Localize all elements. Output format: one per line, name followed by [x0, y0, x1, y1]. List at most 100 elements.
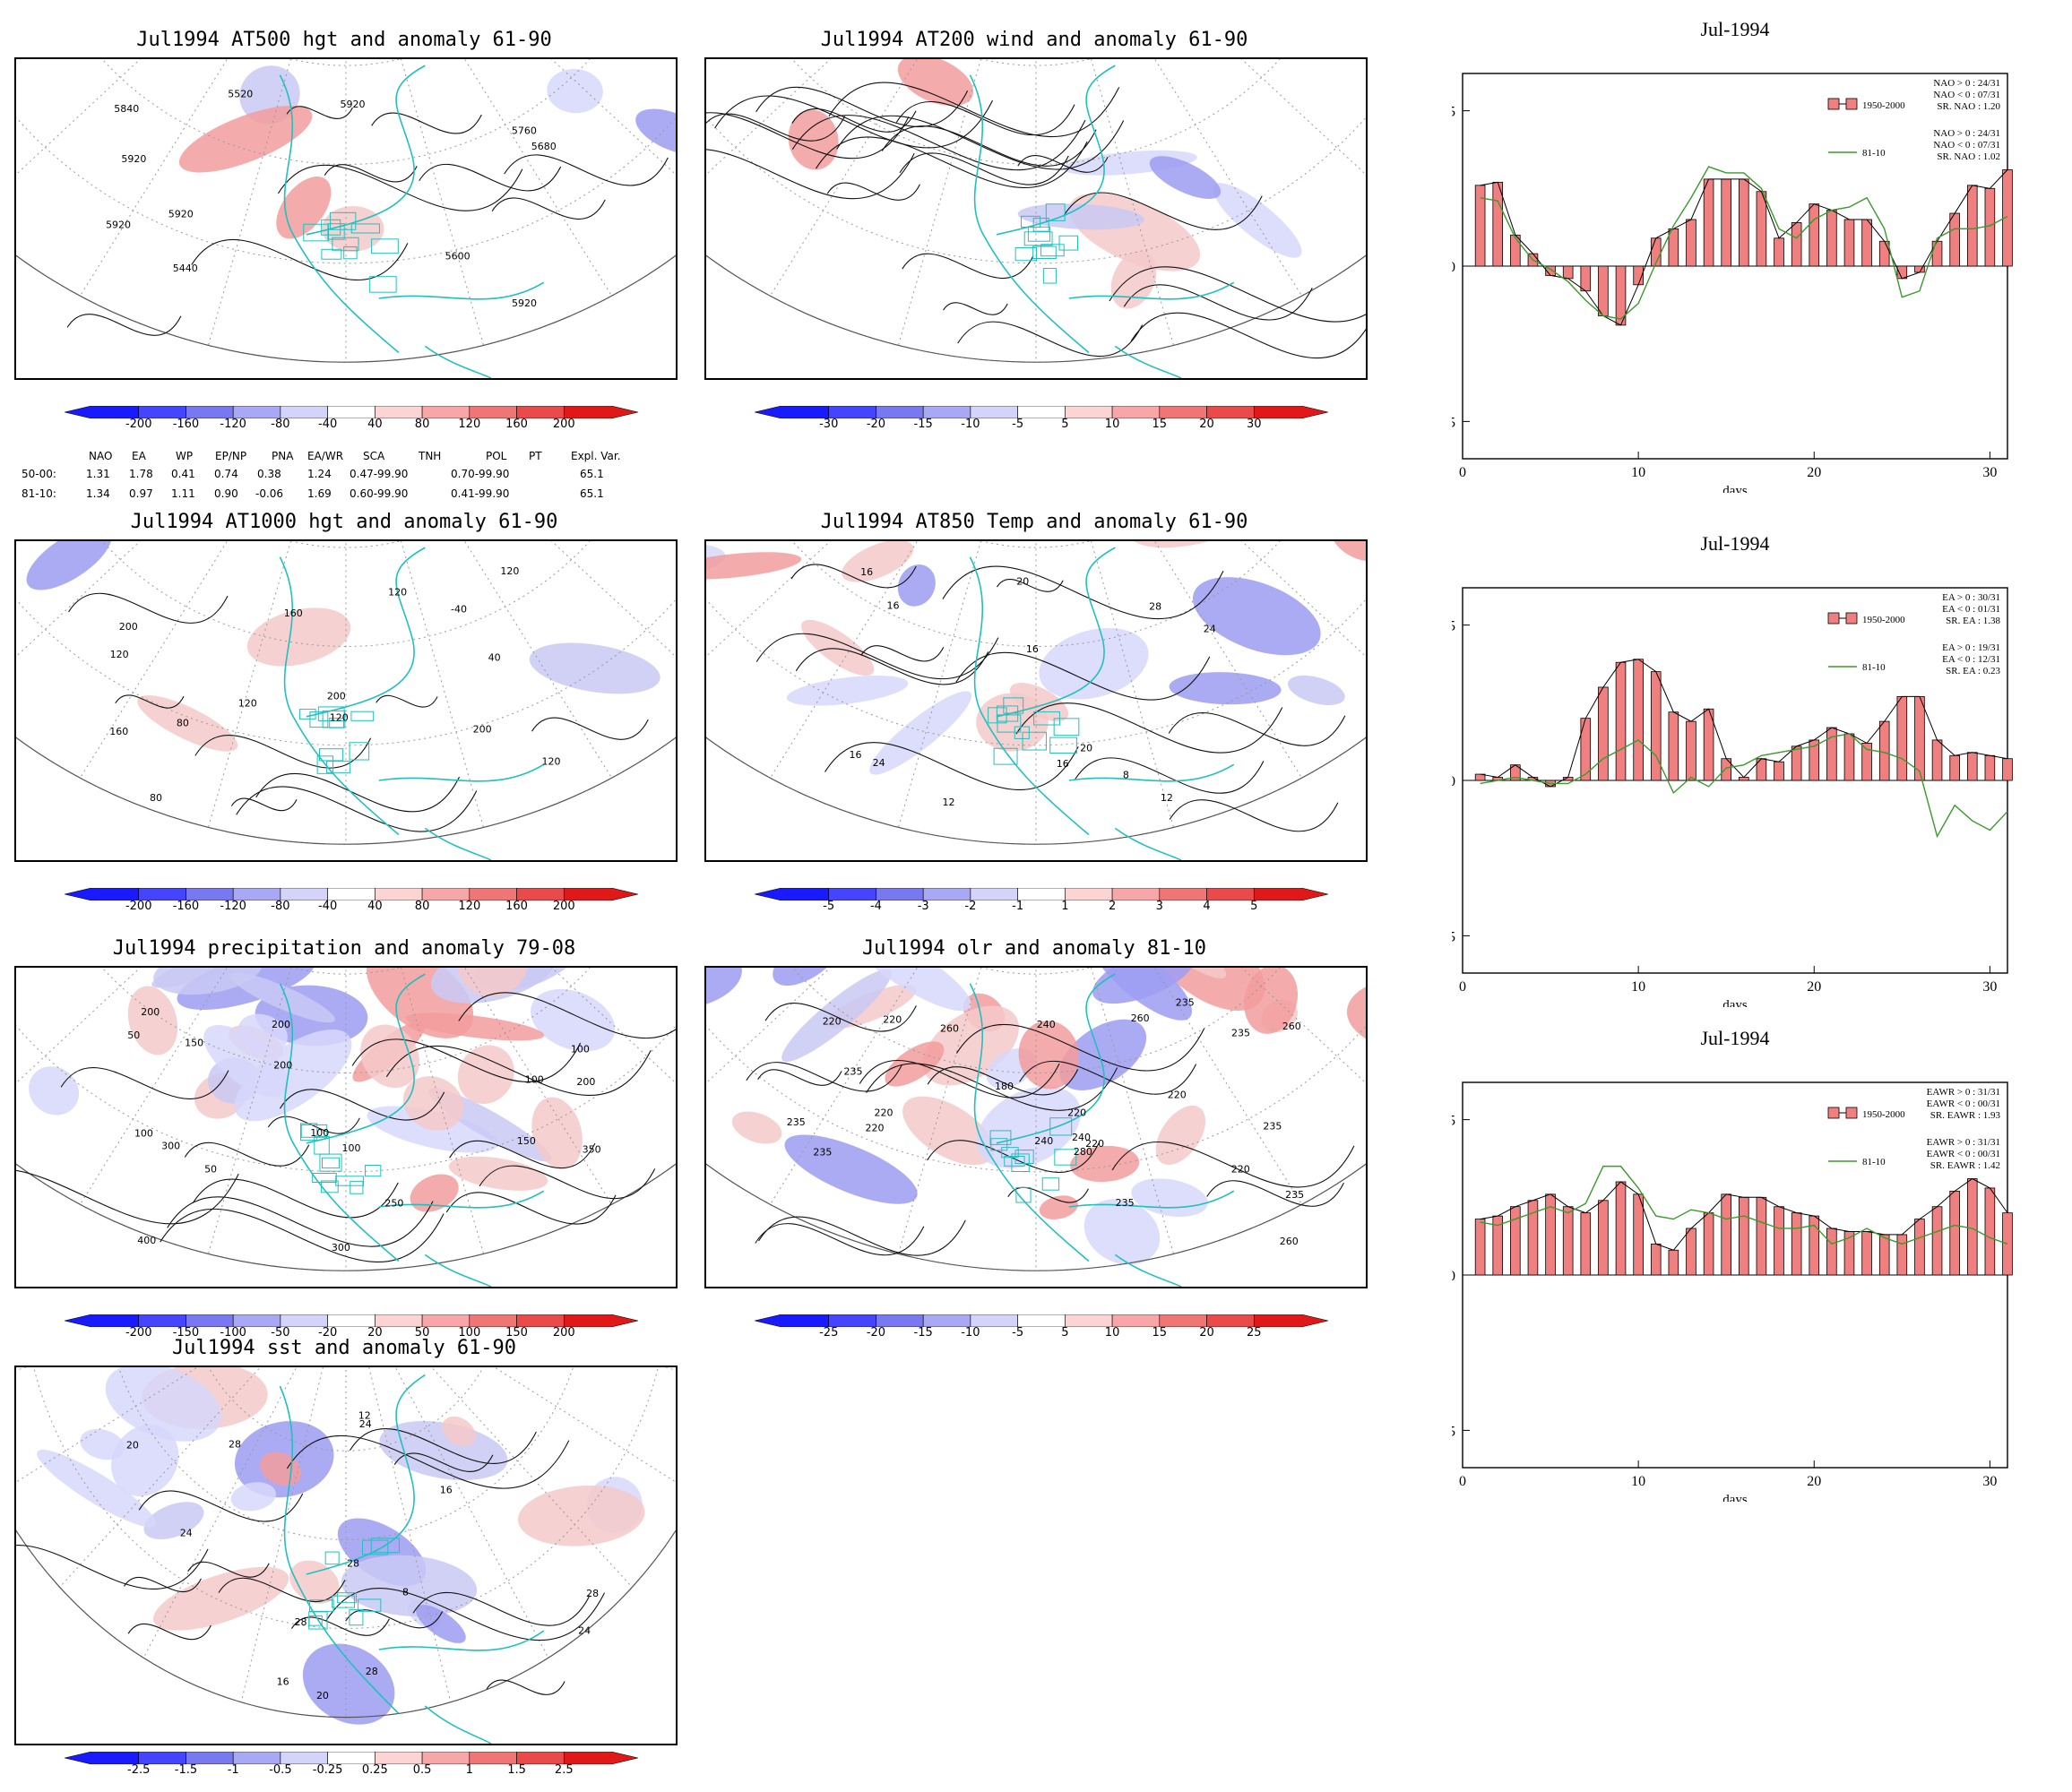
- colorbar-tick-label: -2.5: [127, 1763, 151, 1777]
- contour-label: 24: [873, 757, 885, 769]
- state-border: [314, 1135, 330, 1155]
- contour-line: [16, 1545, 209, 1590]
- colorbar-tick-label: 120: [458, 418, 481, 431]
- colorbar-tick-label: 1: [465, 1763, 473, 1777]
- bar: [1598, 265, 1609, 316]
- colorbar: -30 -20 -15 -10 -5 5 10 15 20 30: [754, 405, 1329, 432]
- colorbar-tick-label: -30: [819, 418, 839, 431]
- colorbar-tick-label: -160: [172, 418, 200, 431]
- contour-label: 5840: [114, 103, 139, 115]
- colorbar-tick-label: -200: [125, 1326, 152, 1340]
- contour-label: 28: [366, 1666, 378, 1677]
- state-border: [358, 1598, 382, 1612]
- graticule-meridian: [207, 59, 291, 346]
- anomaly-shading: [851, 968, 971, 1012]
- contour-label: 5920: [121, 153, 146, 165]
- cell: 1.69: [307, 487, 332, 500]
- colorbar-labels: -30 -20 -15 -10 -5 5 10 15 20 30: [755, 418, 1328, 432]
- colorbar-tick-label: 1.5: [507, 1763, 526, 1777]
- graticule-meridian: [207, 968, 291, 1254]
- state-border: [299, 1123, 318, 1142]
- state-border: [1040, 244, 1065, 257]
- contour-line: [836, 115, 1125, 170]
- contour-line: [184, 1142, 310, 1167]
- y-tick-label: 5: [1452, 105, 1455, 120]
- anomaly-shading: [405, 1012, 545, 1041]
- contour-line: [412, 1591, 591, 1626]
- state-border: [1014, 246, 1037, 262]
- colorbar-swatch: [186, 1751, 234, 1765]
- legend-stat: NAO < 0 : 07/31: [1933, 140, 2000, 151]
- legend-stat: EA < 0 : 12/31: [1942, 654, 2000, 665]
- colorbar-swatch: [138, 887, 186, 901]
- colorbar-swatch: [563, 887, 639, 901]
- contour-label: 220: [823, 1015, 842, 1027]
- colorbar-swatch: [327, 405, 376, 419]
- colorbar-labels: -200 -160 -120 -80 -40 40 80 120 160 200: [65, 900, 638, 914]
- legend-bar-swatch: [1845, 98, 1858, 110]
- colorbar-tick-label: -120: [220, 418, 246, 431]
- map-title: Jul1994 sst and anomaly 61-90: [171, 1337, 517, 1359]
- colorbar: -2.5 -1.5 -1 -0.5 -0.25 0.25 0.5 1 1.5 2.5: [64, 1751, 639, 1778]
- state-border: [317, 706, 345, 721]
- coastline: [1068, 1190, 1235, 1209]
- contour-label: 200: [141, 1006, 160, 1018]
- chart-title: Jul-1994: [1701, 532, 1770, 555]
- colorbar-swatch: [64, 1314, 140, 1328]
- map-svg: 28 8 12 16 20 24 28 28 24 28 28 24 20 16: [16, 1367, 676, 1744]
- colorbar-swatch: [1159, 887, 1207, 901]
- state-border: [1032, 246, 1057, 259]
- colorbar-swatch: [232, 1751, 281, 1765]
- graticule-meridian: [1091, 59, 1175, 346]
- anomaly-shading: [869, 691, 972, 775]
- colorbar-svg: [64, 1314, 639, 1328]
- contour-line: [127, 1623, 212, 1641]
- legend-bar-swatch: [1827, 1107, 1840, 1119]
- contour-line: [824, 742, 1079, 790]
- colorbar-tick-label: 120: [458, 900, 481, 913]
- colorbar-swatch: [375, 405, 423, 419]
- colorbar-swatch: [138, 405, 186, 419]
- contour-line: [927, 1066, 1079, 1096]
- bar: [1896, 1234, 1908, 1276]
- contour-label: 16: [850, 749, 862, 761]
- bar: [1615, 1181, 1627, 1276]
- anomaly-shading: [1213, 183, 1302, 258]
- colorbar-tick-label: -80: [271, 900, 290, 913]
- anomaly-shading: [1328, 541, 1366, 562]
- anomaly-shading: [457, 1045, 514, 1104]
- anomaly-shading: [230, 1482, 276, 1512]
- x-tick-label: 30: [1982, 1474, 1997, 1489]
- contour-line: [714, 95, 994, 149]
- contour-label: 5760: [512, 125, 537, 137]
- state-border: [1027, 226, 1051, 242]
- contour-label: 235: [787, 1116, 806, 1128]
- anomaly-shading: [178, 105, 313, 173]
- colorbar-labels: -200 -150 -100 -50 -20 20 50 100 150 200: [65, 1326, 638, 1340]
- anomaly-shading: [1155, 1105, 1206, 1166]
- contour-label: 150: [517, 1135, 536, 1147]
- colorbar-swatch: [1206, 405, 1255, 419]
- graticule-meridian: [664, 1367, 676, 1371]
- graticule-meridian: [493, 1367, 676, 1483]
- anomaly-shading: [237, 1013, 288, 1054]
- bar: [1966, 1178, 1978, 1276]
- state-border: [1058, 235, 1078, 251]
- contour-line: [230, 797, 298, 812]
- bar: [1721, 178, 1731, 267]
- projection-boundary: [16, 1529, 676, 1719]
- contour-label: 28: [229, 1439, 241, 1451]
- bar: [1826, 1228, 1837, 1276]
- bar: [1686, 720, 1696, 781]
- coastline: [969, 983, 1090, 1262]
- coastline: [996, 547, 1116, 718]
- map-title: Jul1994 precipitation and anomaly 79-08: [112, 937, 576, 960]
- anomaly-shading: [1039, 1195, 1078, 1219]
- contour-label: 120: [388, 587, 407, 599]
- anomaly-shading: [416, 1605, 466, 1643]
- colorbar-tick-label: 20: [367, 1326, 383, 1340]
- colorbar-tick-label: 2: [1108, 900, 1117, 913]
- contour-label: 280: [1074, 1146, 1092, 1158]
- bar: [1914, 1219, 1925, 1276]
- contour-line: [371, 112, 482, 134]
